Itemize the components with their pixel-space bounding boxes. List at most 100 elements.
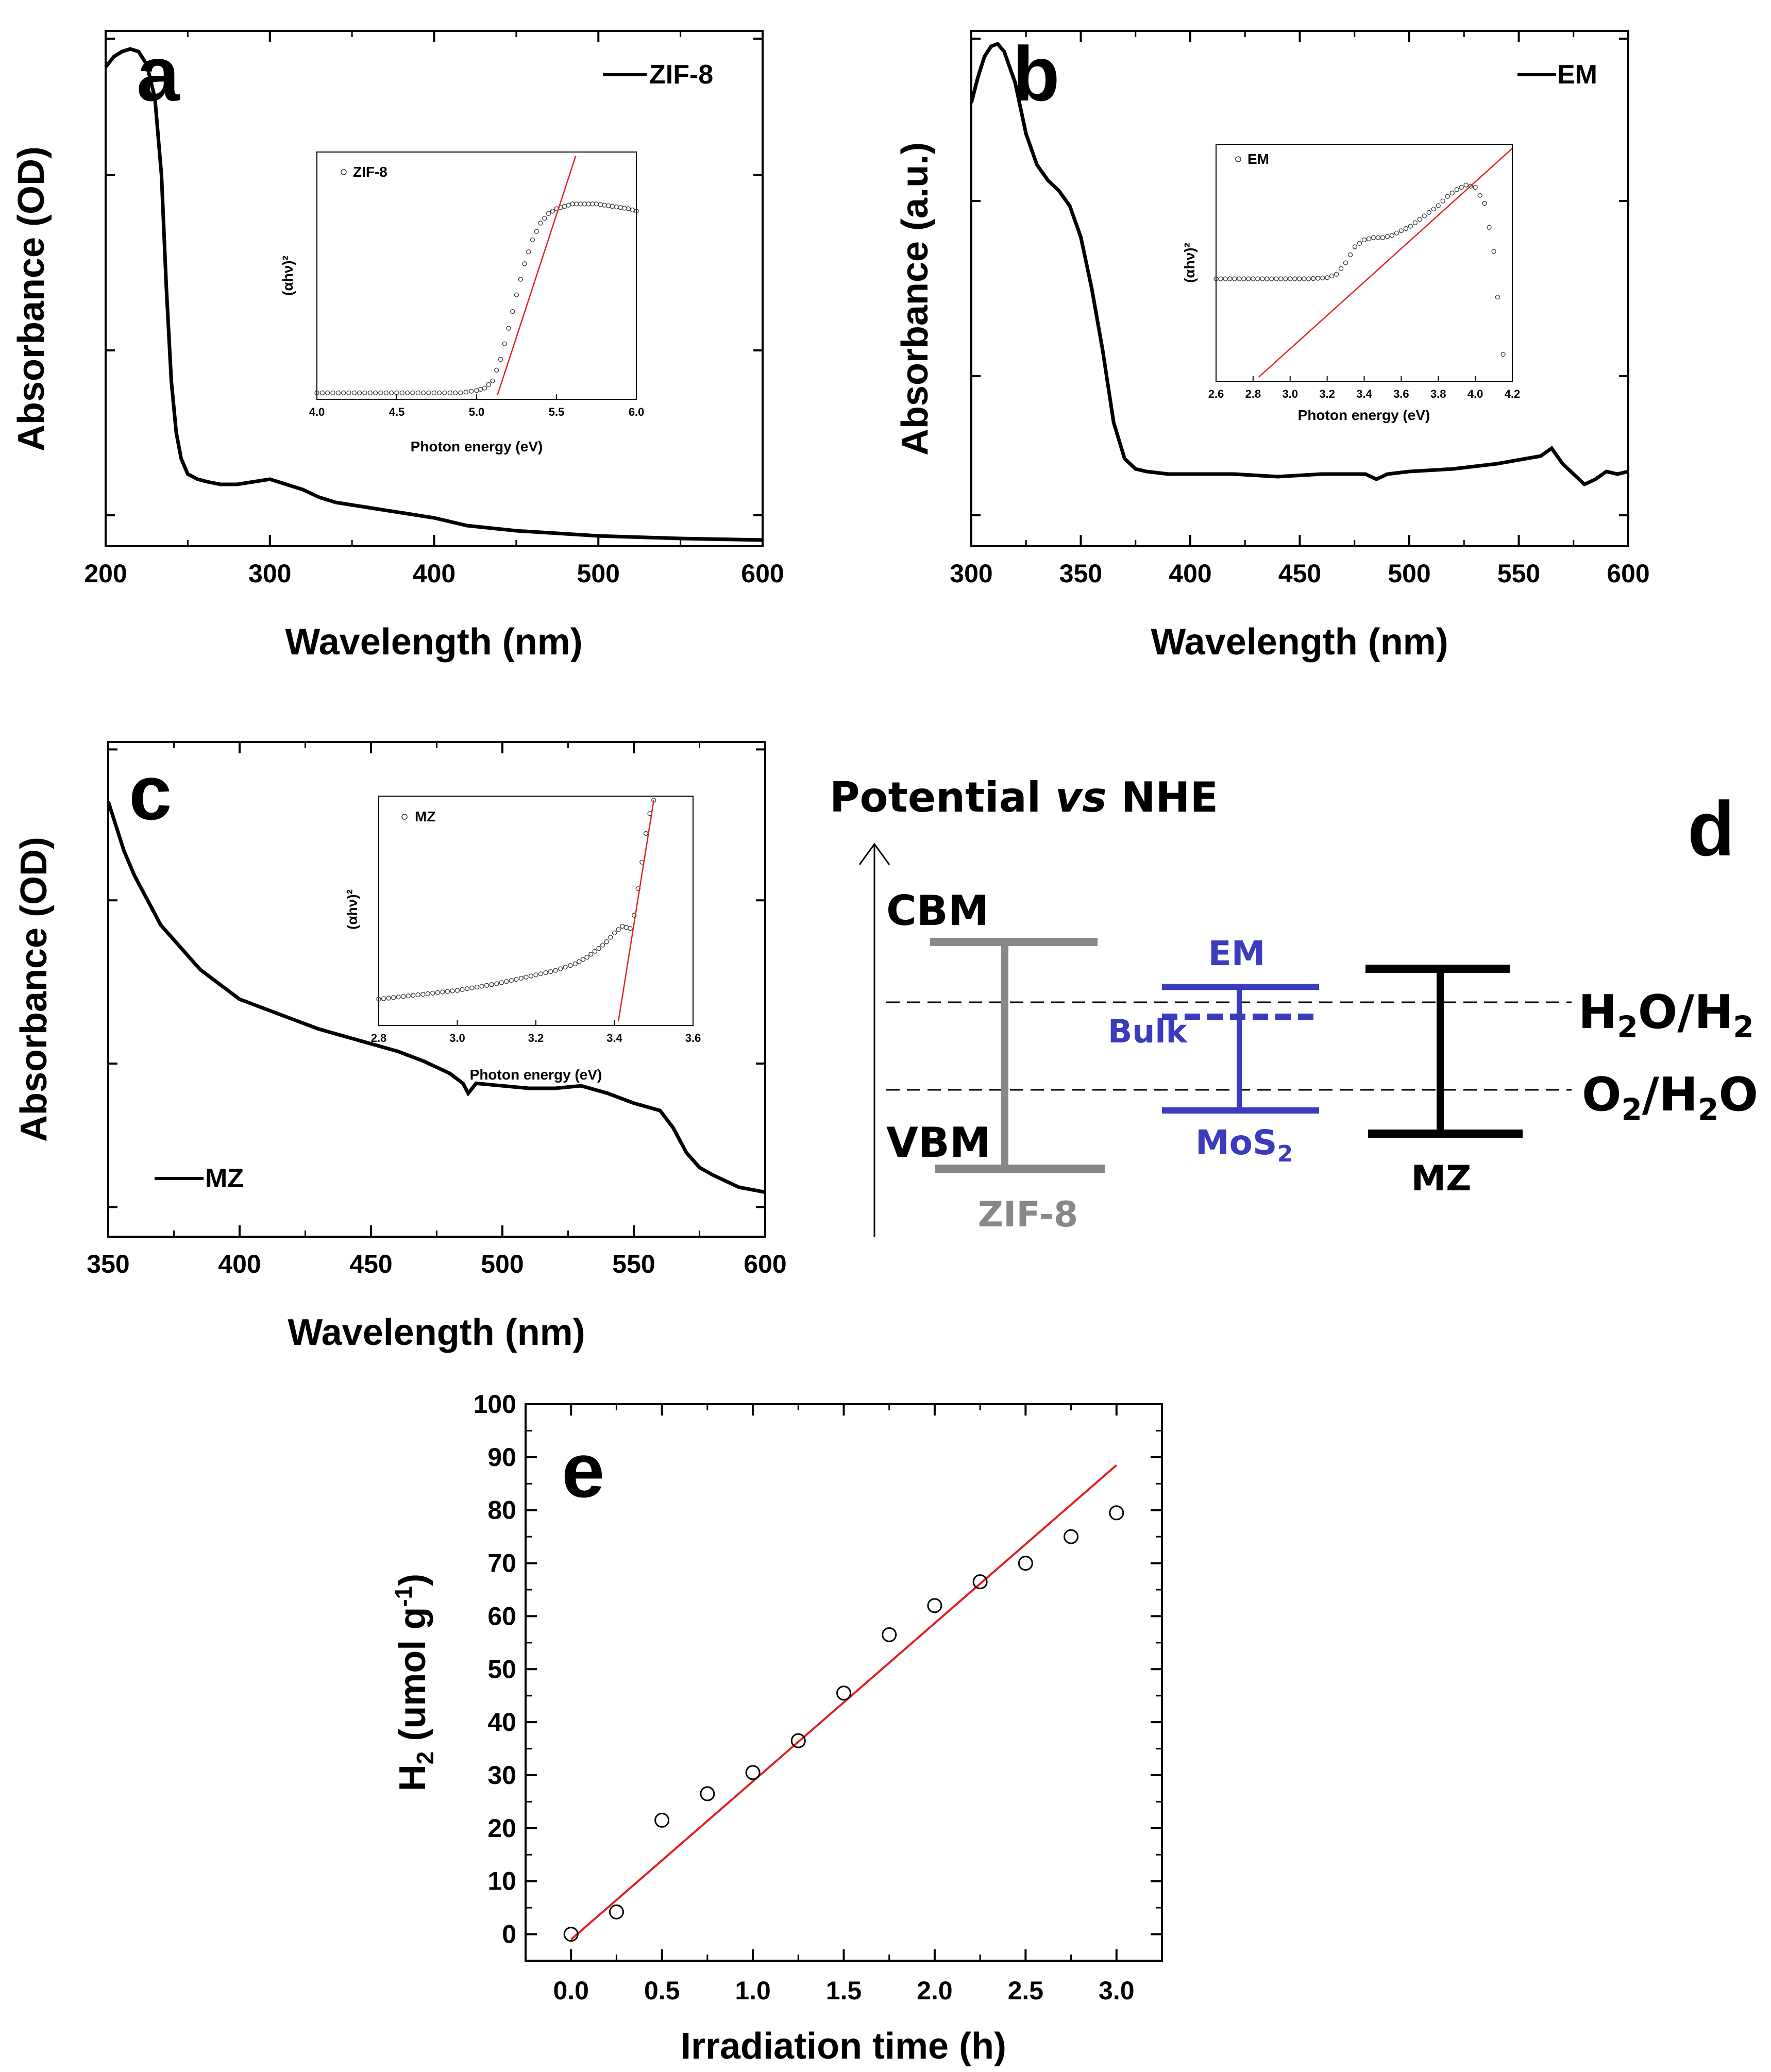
panel-c-absorbance-curve xyxy=(106,801,766,1194)
x-tick-label: 300 xyxy=(950,559,992,588)
panel-a: 200 300 400 500 600 a ZIF-8 Wavelength (nm) … xyxy=(11,30,784,663)
inset-data-point xyxy=(1329,273,1335,279)
panel-c-y-title: Absorbance (OD) xyxy=(13,837,55,1142)
inset-data-point xyxy=(394,390,399,396)
inset-data-point xyxy=(484,983,490,988)
panel-e-label: e xyxy=(562,1427,604,1513)
inset-data-point xyxy=(1232,276,1237,281)
panel-c-inset-points xyxy=(376,798,656,1002)
inset-data-point xyxy=(1380,235,1386,240)
inset-data-point xyxy=(420,991,426,997)
inset-data-point xyxy=(543,970,548,975)
x-tick-label: 600 xyxy=(1607,559,1649,588)
x-tick-label: 2.0 xyxy=(917,1976,953,2005)
mos2-label: MoS2 xyxy=(1195,1123,1293,1167)
inset-data-point xyxy=(588,952,594,957)
o2-h2o-label: O2/H2O xyxy=(1582,1068,1758,1127)
inset-data-point xyxy=(450,988,455,993)
panel-a-inset-legend-label: ZIF-8 xyxy=(353,164,387,180)
inset-data-point xyxy=(1394,230,1399,235)
panel-b-label: b xyxy=(1013,30,1060,117)
inset-data-point xyxy=(437,390,442,396)
x-tick-label: 600 xyxy=(741,559,784,588)
inset-x-tick-label: 4.5 xyxy=(389,406,405,418)
e-ylabel-h: H xyxy=(392,1764,433,1791)
panel-c-inset: 2.8 3.0 3.2 3.4 3.6 MZ Photon energy (eV) (α… xyxy=(344,796,701,1083)
inset-data-point xyxy=(1338,266,1344,271)
panel-a-absorbance-curve xyxy=(104,47,763,542)
inset-data-point xyxy=(1422,213,1427,218)
inset-data-point xyxy=(1334,272,1339,277)
inset-data-point xyxy=(1347,252,1353,258)
inset-x-tick-label: 3.4 xyxy=(1356,388,1372,400)
h2o-h2-part-b: O/H xyxy=(1638,985,1733,1039)
inset-data-point xyxy=(314,390,319,396)
inset-data-point xyxy=(1297,276,1302,281)
inset-data-point xyxy=(1426,210,1431,215)
zif8-band: ZIF-8 xyxy=(930,938,1105,1235)
panel-c-y-ticks xyxy=(108,748,765,1208)
inset-data-point xyxy=(616,927,621,932)
e-ylabel-h-sub: 2 xyxy=(412,1751,438,1765)
inset-data-point xyxy=(528,973,534,979)
inset-data-point xyxy=(530,237,535,243)
inset-data-point xyxy=(526,249,531,255)
panel-c-inset-x-ticks: 2.8 3.0 3.2 3.4 3.6 xyxy=(371,1020,701,1045)
inset-data-point xyxy=(1283,276,1288,281)
panel-c-x-title: Wavelength (nm) xyxy=(288,1312,585,1353)
inset-x-tick-label: 5.5 xyxy=(549,406,565,418)
inset-data-point xyxy=(490,378,495,383)
inset-data-point xyxy=(440,989,445,995)
panel-e-frame xyxy=(525,1403,1163,1962)
panel-a-inset-x-ticks: 4.0 4.5 5.0 5.5 6.0 xyxy=(309,394,644,418)
inset-data-point xyxy=(410,390,415,396)
inset-data-point xyxy=(577,959,582,964)
inset-data-point xyxy=(518,277,523,282)
mz-label: MZ xyxy=(1411,1158,1472,1199)
inset-data-point xyxy=(1449,190,1455,196)
inset-data-point xyxy=(542,215,547,221)
panel-b-inset-fit-line xyxy=(1258,148,1513,378)
panel-b-inset-points xyxy=(1213,182,1506,357)
panel-a-y-title: Absorbance (OD) xyxy=(11,146,52,451)
inset-x-tick-label: 4.0 xyxy=(309,406,325,418)
inset-data-point xyxy=(454,988,460,993)
e-ylabel-unit: (umol g xyxy=(392,1607,433,1751)
panel-d-label: d xyxy=(1688,785,1735,872)
x-tick-label: 0.0 xyxy=(553,1976,589,2005)
inset-data-point xyxy=(391,995,396,1000)
h2-data-point xyxy=(609,1904,624,1919)
inset-data-point xyxy=(1213,276,1219,281)
inset-data-point xyxy=(464,986,470,991)
inset-data-point xyxy=(460,987,465,992)
inset-data-point xyxy=(1241,276,1246,281)
h2-data-point xyxy=(563,1927,579,1942)
inset-data-point xyxy=(479,984,484,989)
panel-a-inset-points xyxy=(314,201,639,396)
x-tick-label: 400 xyxy=(1169,559,1211,588)
x-tick-label: 450 xyxy=(1278,559,1321,588)
h2-data-point xyxy=(654,1812,670,1828)
diagram-title-prefix: Potential xyxy=(830,773,1055,821)
x-tick-label: 2.5 xyxy=(1008,1976,1044,2005)
inset-x-tick-label: 3.0 xyxy=(1282,388,1298,400)
inset-data-point xyxy=(1361,237,1367,243)
panel-a-inset-x-title: Photon energy (eV) xyxy=(411,439,543,454)
inset-data-point xyxy=(538,971,544,976)
x-tick-label: 500 xyxy=(577,559,620,588)
inset-data-point xyxy=(1417,216,1422,222)
inset-data-point xyxy=(1412,220,1418,225)
inset-data-point xyxy=(506,326,511,331)
panel-c-x-ticks: 350 400 450 500 550 600 xyxy=(87,742,787,1278)
diagram-title-suffix: NHE xyxy=(1107,773,1218,821)
diagram-title: Potential vs NHE xyxy=(830,773,1218,821)
inset-data-point xyxy=(494,367,499,373)
x-tick-label: 350 xyxy=(1059,559,1102,588)
h2-data-point xyxy=(836,1686,851,1701)
inset-data-point xyxy=(445,989,450,994)
inset-data-point xyxy=(518,975,524,981)
h2o-h2-part-a: H xyxy=(1578,985,1617,1039)
inset-data-point xyxy=(592,949,598,954)
panel-b-inset-legend-marker xyxy=(1235,156,1241,162)
inset-data-point xyxy=(1431,207,1436,212)
